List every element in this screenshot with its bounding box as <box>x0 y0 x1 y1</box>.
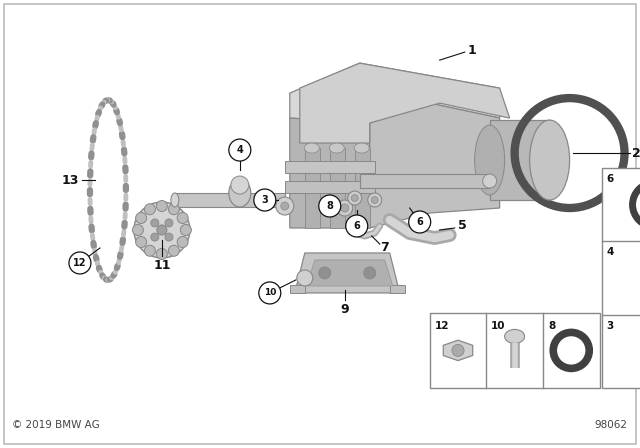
Text: 6: 6 <box>353 221 360 231</box>
Circle shape <box>168 204 179 215</box>
Circle shape <box>348 191 362 205</box>
Ellipse shape <box>530 120 570 200</box>
Text: 9: 9 <box>340 303 349 316</box>
Polygon shape <box>290 118 370 228</box>
Circle shape <box>157 225 167 235</box>
Bar <box>290 285 305 293</box>
Circle shape <box>229 139 251 161</box>
Bar <box>285 181 375 193</box>
Polygon shape <box>290 63 500 123</box>
Bar <box>305 148 320 228</box>
Ellipse shape <box>504 329 525 344</box>
Text: 98062: 98062 <box>595 420 628 430</box>
Circle shape <box>134 202 190 258</box>
Circle shape <box>297 270 313 286</box>
Text: 7: 7 <box>380 241 389 254</box>
Text: 5: 5 <box>458 220 467 233</box>
Bar <box>330 148 345 228</box>
Circle shape <box>136 212 147 224</box>
Circle shape <box>136 237 147 247</box>
Ellipse shape <box>229 179 251 207</box>
Circle shape <box>276 197 294 215</box>
Circle shape <box>319 195 340 217</box>
Text: 4: 4 <box>236 145 243 155</box>
Polygon shape <box>444 340 473 361</box>
Text: 4: 4 <box>607 247 614 257</box>
Circle shape <box>337 200 353 216</box>
Text: 6: 6 <box>416 217 423 227</box>
Circle shape <box>168 245 179 256</box>
Circle shape <box>156 249 168 259</box>
Circle shape <box>259 282 281 304</box>
Circle shape <box>409 211 431 233</box>
Ellipse shape <box>483 174 497 188</box>
Text: © 2019 BMW AG: © 2019 BMW AG <box>12 420 100 430</box>
Text: 3: 3 <box>607 321 614 331</box>
Circle shape <box>452 345 464 357</box>
Bar <box>429 313 600 388</box>
Circle shape <box>340 204 349 212</box>
Circle shape <box>145 245 156 256</box>
Circle shape <box>346 215 368 237</box>
Text: 10: 10 <box>492 321 506 331</box>
Ellipse shape <box>355 143 369 153</box>
Polygon shape <box>370 103 500 228</box>
Bar <box>602 168 640 388</box>
Bar <box>360 174 490 188</box>
Text: 13: 13 <box>61 173 79 186</box>
Circle shape <box>364 267 376 279</box>
Circle shape <box>177 237 188 247</box>
Text: 1: 1 <box>467 43 476 56</box>
Bar <box>285 161 375 173</box>
Circle shape <box>177 212 188 224</box>
Text: 10: 10 <box>264 289 276 297</box>
Polygon shape <box>307 260 393 286</box>
Circle shape <box>165 219 173 227</box>
Circle shape <box>254 189 276 211</box>
Ellipse shape <box>231 176 249 194</box>
Text: 12: 12 <box>73 258 86 268</box>
Text: 12: 12 <box>435 321 449 331</box>
Text: 3: 3 <box>261 195 268 205</box>
Bar <box>355 148 370 228</box>
Circle shape <box>319 267 331 279</box>
Bar <box>390 285 404 293</box>
Ellipse shape <box>304 143 319 153</box>
Text: 8: 8 <box>326 201 333 211</box>
Polygon shape <box>300 63 509 143</box>
Circle shape <box>368 193 381 207</box>
Circle shape <box>132 224 143 236</box>
Circle shape <box>371 197 378 203</box>
Ellipse shape <box>329 143 344 153</box>
Text: 6: 6 <box>607 174 614 184</box>
Text: 8: 8 <box>548 321 555 331</box>
Circle shape <box>156 201 168 211</box>
Circle shape <box>351 194 358 202</box>
Text: 2: 2 <box>632 146 640 159</box>
Circle shape <box>281 202 289 210</box>
Text: 11: 11 <box>153 259 171 272</box>
Circle shape <box>165 233 173 241</box>
Circle shape <box>151 233 159 241</box>
Polygon shape <box>295 253 400 293</box>
Circle shape <box>151 219 159 227</box>
Bar <box>175 193 285 207</box>
Ellipse shape <box>475 125 504 195</box>
Circle shape <box>69 252 91 274</box>
Circle shape <box>180 224 191 236</box>
Bar <box>490 120 550 200</box>
Ellipse shape <box>171 193 179 207</box>
Circle shape <box>145 204 156 215</box>
